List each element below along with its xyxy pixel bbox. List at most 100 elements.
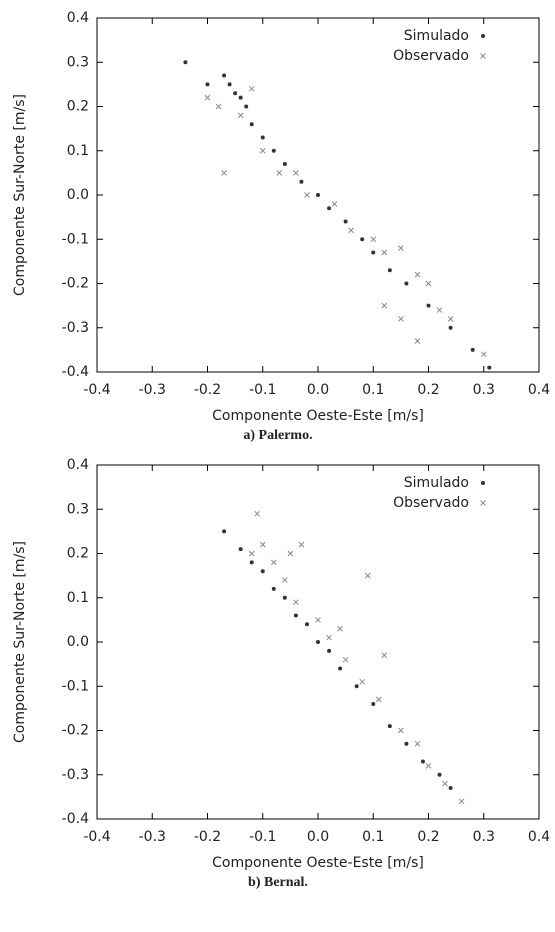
legend-marker	[480, 53, 486, 59]
point	[448, 786, 453, 791]
point	[381, 249, 388, 256]
x-tick-label: 0.4	[528, 829, 550, 845]
y-tick-label: 0.0	[67, 634, 89, 650]
point	[398, 316, 404, 322]
x-tick-label: 0.2	[417, 829, 439, 845]
point	[370, 236, 377, 243]
x-tick-label: -0.3	[139, 382, 166, 398]
point	[327, 206, 332, 211]
point	[271, 148, 276, 153]
legend-marker	[481, 34, 485, 38]
point	[426, 303, 431, 308]
point	[425, 763, 432, 769]
point	[293, 613, 298, 618]
x-tick-label: 0.0	[307, 829, 329, 845]
point	[227, 82, 232, 87]
y-tick-label: -0.1	[62, 678, 89, 694]
point	[238, 95, 243, 100]
point	[249, 122, 254, 127]
y-axis-label: Componente Sur-Norte [m/s]	[12, 541, 28, 743]
x-tick-label: -0.2	[194, 382, 221, 398]
point	[248, 85, 255, 92]
point	[204, 94, 211, 101]
point	[442, 780, 448, 787]
x-axis-label: Componente Oeste-Este [m/s]	[212, 855, 424, 871]
point	[293, 599, 299, 606]
legend-marker	[480, 500, 486, 506]
point	[281, 577, 288, 583]
point	[404, 741, 409, 746]
point	[437, 772, 442, 777]
y-tick-label: 0.1	[67, 143, 89, 159]
point	[260, 135, 265, 140]
point	[387, 268, 392, 273]
point	[298, 541, 305, 548]
point	[414, 740, 421, 747]
point	[183, 60, 188, 65]
point	[447, 316, 454, 322]
x-tick-label: -0.3	[139, 829, 166, 845]
point	[480, 351, 487, 358]
point	[249, 560, 254, 565]
legend-label: Simulado	[404, 475, 469, 491]
point	[315, 617, 321, 623]
caption: a) Palermo.	[243, 428, 312, 443]
point	[398, 245, 404, 251]
point	[436, 307, 443, 313]
point	[470, 347, 475, 352]
x-tick-label: -0.2	[194, 829, 221, 845]
point	[238, 547, 243, 552]
point	[221, 170, 227, 176]
legend-marker	[481, 481, 485, 485]
point	[293, 170, 299, 176]
y-tick-label: 0.4	[67, 10, 89, 26]
point	[270, 559, 277, 566]
point	[215, 103, 222, 110]
point	[414, 338, 421, 344]
point	[425, 280, 432, 287]
point	[381, 302, 388, 309]
y-tick-label: 0.0	[67, 187, 89, 203]
point	[342, 656, 349, 663]
y-tick-label: -0.4	[62, 811, 89, 827]
point	[248, 550, 255, 557]
x-tick-label: 0.4	[528, 382, 550, 398]
legend-label: Observado	[393, 495, 469, 511]
x-tick-label: 0.1	[362, 829, 384, 845]
point	[371, 250, 376, 255]
point	[381, 652, 388, 659]
point	[304, 622, 309, 627]
point	[420, 759, 425, 764]
legend-label: Simulado	[404, 28, 469, 44]
point	[359, 678, 366, 685]
point	[326, 634, 332, 641]
point	[282, 162, 287, 167]
point	[259, 541, 266, 548]
point	[360, 237, 365, 242]
x-tick-label: 0.1	[362, 382, 384, 398]
y-tick-label: -0.2	[62, 723, 89, 739]
point	[327, 648, 332, 653]
point	[387, 724, 392, 729]
x-tick-label: -0.4	[83, 829, 110, 845]
point	[343, 219, 348, 224]
x-tick-label: -0.4	[83, 382, 110, 398]
y-tick-label: 0.4	[67, 457, 89, 473]
point	[371, 701, 376, 706]
point	[331, 200, 338, 207]
point	[282, 595, 287, 600]
point	[222, 73, 227, 78]
point	[375, 696, 382, 703]
point	[316, 640, 320, 644]
point	[222, 529, 227, 534]
y-tick-label: 0.2	[67, 99, 89, 115]
point	[414, 271, 421, 278]
point	[337, 625, 343, 632]
y-tick-label: -0.2	[62, 276, 89, 292]
x-tick-label: 0.3	[473, 382, 495, 398]
point	[287, 550, 294, 557]
point	[276, 170, 283, 176]
x-axis-label: Componente Oeste-Este [m/s]	[212, 408, 424, 424]
y-tick-label: -0.3	[62, 767, 89, 783]
